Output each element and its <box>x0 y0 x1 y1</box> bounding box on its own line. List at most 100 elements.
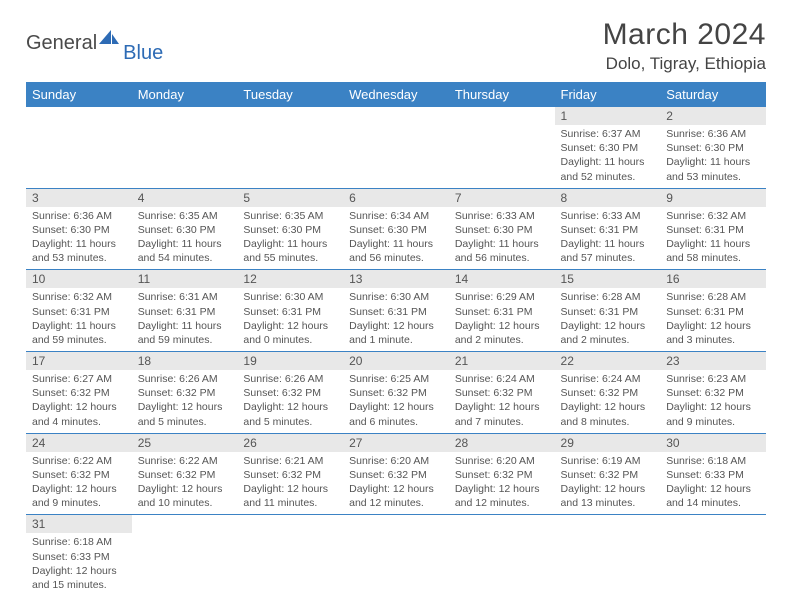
day-details: Sunrise: 6:33 AMSunset: 6:30 PMDaylight:… <box>449 207 555 270</box>
day-header: Tuesday <box>237 82 343 107</box>
calendar-cell <box>555 515 661 596</box>
day-details: Sunrise: 6:26 AMSunset: 6:32 PMDaylight:… <box>132 370 238 433</box>
calendar-cell <box>343 515 449 596</box>
day-number: 28 <box>449 434 555 452</box>
calendar-cell: 26Sunrise: 6:21 AMSunset: 6:32 PMDayligh… <box>237 433 343 515</box>
calendar-cell <box>449 107 555 188</box>
calendar-cell: 19Sunrise: 6:26 AMSunset: 6:32 PMDayligh… <box>237 352 343 434</box>
day-details: Sunrise: 6:34 AMSunset: 6:30 PMDaylight:… <box>343 207 449 270</box>
day-number: 6 <box>343 189 449 207</box>
calendar-cell: 3Sunrise: 6:36 AMSunset: 6:30 PMDaylight… <box>26 188 132 270</box>
logo-text-general: General <box>26 32 97 55</box>
day-number: 27 <box>343 434 449 452</box>
calendar-cell: 2Sunrise: 6:36 AMSunset: 6:30 PMDaylight… <box>660 107 766 188</box>
day-of-week-row: SundayMondayTuesdayWednesdayThursdayFrid… <box>26 82 766 107</box>
day-details: Sunrise: 6:36 AMSunset: 6:30 PMDaylight:… <box>660 125 766 188</box>
day-number: 13 <box>343 270 449 288</box>
day-number: 26 <box>237 434 343 452</box>
day-details: Sunrise: 6:31 AMSunset: 6:31 PMDaylight:… <box>132 288 238 351</box>
sail-icon <box>97 28 121 51</box>
calendar-cell: 10Sunrise: 6:32 AMSunset: 6:31 PMDayligh… <box>26 270 132 352</box>
day-number: 5 <box>237 189 343 207</box>
calendar-week-row: 3Sunrise: 6:36 AMSunset: 6:30 PMDaylight… <box>26 188 766 270</box>
calendar-cell: 6Sunrise: 6:34 AMSunset: 6:30 PMDaylight… <box>343 188 449 270</box>
day-details: Sunrise: 6:30 AMSunset: 6:31 PMDaylight:… <box>237 288 343 351</box>
header: General Blue March 2024 Dolo, Tigray, Et… <box>26 18 766 74</box>
day-details: Sunrise: 6:18 AMSunset: 6:33 PMDaylight:… <box>660 452 766 515</box>
day-details: Sunrise: 6:36 AMSunset: 6:30 PMDaylight:… <box>26 207 132 270</box>
day-number: 20 <box>343 352 449 370</box>
calendar-cell: 12Sunrise: 6:30 AMSunset: 6:31 PMDayligh… <box>237 270 343 352</box>
day-details: Sunrise: 6:21 AMSunset: 6:32 PMDaylight:… <box>237 452 343 515</box>
day-details: Sunrise: 6:22 AMSunset: 6:32 PMDaylight:… <box>132 452 238 515</box>
day-number: 4 <box>132 189 238 207</box>
day-details: Sunrise: 6:24 AMSunset: 6:32 PMDaylight:… <box>449 370 555 433</box>
day-details: Sunrise: 6:32 AMSunset: 6:31 PMDaylight:… <box>26 288 132 351</box>
day-number: 10 <box>26 270 132 288</box>
day-header: Wednesday <box>343 82 449 107</box>
day-number: 15 <box>555 270 661 288</box>
day-number: 9 <box>660 189 766 207</box>
calendar-cell: 16Sunrise: 6:28 AMSunset: 6:31 PMDayligh… <box>660 270 766 352</box>
day-number: 22 <box>555 352 661 370</box>
day-number: 3 <box>26 189 132 207</box>
day-details: Sunrise: 6:23 AMSunset: 6:32 PMDaylight:… <box>660 370 766 433</box>
calendar-cell <box>660 515 766 596</box>
calendar-cell: 22Sunrise: 6:24 AMSunset: 6:32 PMDayligh… <box>555 352 661 434</box>
day-number: 23 <box>660 352 766 370</box>
calendar-cell: 24Sunrise: 6:22 AMSunset: 6:32 PMDayligh… <box>26 433 132 515</box>
day-number: 30 <box>660 434 766 452</box>
calendar-cell: 20Sunrise: 6:25 AMSunset: 6:32 PMDayligh… <box>343 352 449 434</box>
day-number: 11 <box>132 270 238 288</box>
day-details: Sunrise: 6:25 AMSunset: 6:32 PMDaylight:… <box>343 370 449 433</box>
calendar-cell: 28Sunrise: 6:20 AMSunset: 6:32 PMDayligh… <box>449 433 555 515</box>
day-number: 24 <box>26 434 132 452</box>
calendar-week-row: 17Sunrise: 6:27 AMSunset: 6:32 PMDayligh… <box>26 352 766 434</box>
day-header: Saturday <box>660 82 766 107</box>
day-header: Thursday <box>449 82 555 107</box>
calendar-cell <box>237 107 343 188</box>
day-details: Sunrise: 6:33 AMSunset: 6:31 PMDaylight:… <box>555 207 661 270</box>
calendar-cell <box>449 515 555 596</box>
day-number: 31 <box>26 515 132 533</box>
day-number: 14 <box>449 270 555 288</box>
day-number: 12 <box>237 270 343 288</box>
calendar-week-row: 24Sunrise: 6:22 AMSunset: 6:32 PMDayligh… <box>26 433 766 515</box>
calendar-week-row: 10Sunrise: 6:32 AMSunset: 6:31 PMDayligh… <box>26 270 766 352</box>
calendar-cell: 18Sunrise: 6:26 AMSunset: 6:32 PMDayligh… <box>132 352 238 434</box>
calendar-cell: 9Sunrise: 6:32 AMSunset: 6:31 PMDaylight… <box>660 188 766 270</box>
day-details: Sunrise: 6:18 AMSunset: 6:33 PMDaylight:… <box>26 533 132 596</box>
day-details: Sunrise: 6:35 AMSunset: 6:30 PMDaylight:… <box>132 207 238 270</box>
calendar-cell: 15Sunrise: 6:28 AMSunset: 6:31 PMDayligh… <box>555 270 661 352</box>
day-number: 29 <box>555 434 661 452</box>
calendar-table: SundayMondayTuesdayWednesdayThursdayFrid… <box>26 82 766 596</box>
calendar-body: 1Sunrise: 6:37 AMSunset: 6:30 PMDaylight… <box>26 107 766 596</box>
calendar-cell <box>132 515 238 596</box>
calendar-cell: 30Sunrise: 6:18 AMSunset: 6:33 PMDayligh… <box>660 433 766 515</box>
calendar-cell: 27Sunrise: 6:20 AMSunset: 6:32 PMDayligh… <box>343 433 449 515</box>
calendar-cell: 11Sunrise: 6:31 AMSunset: 6:31 PMDayligh… <box>132 270 238 352</box>
day-number: 16 <box>660 270 766 288</box>
day-details: Sunrise: 6:32 AMSunset: 6:31 PMDaylight:… <box>660 207 766 270</box>
calendar-cell <box>132 107 238 188</box>
calendar-cell: 13Sunrise: 6:30 AMSunset: 6:31 PMDayligh… <box>343 270 449 352</box>
day-details: Sunrise: 6:35 AMSunset: 6:30 PMDaylight:… <box>237 207 343 270</box>
day-details: Sunrise: 6:30 AMSunset: 6:31 PMDaylight:… <box>343 288 449 351</box>
day-header: Monday <box>132 82 238 107</box>
calendar-week-row: 1Sunrise: 6:37 AMSunset: 6:30 PMDaylight… <box>26 107 766 188</box>
day-details: Sunrise: 6:28 AMSunset: 6:31 PMDaylight:… <box>555 288 661 351</box>
day-details: Sunrise: 6:19 AMSunset: 6:32 PMDaylight:… <box>555 452 661 515</box>
day-number: 21 <box>449 352 555 370</box>
calendar-cell: 8Sunrise: 6:33 AMSunset: 6:31 PMDaylight… <box>555 188 661 270</box>
title-block: March 2024 Dolo, Tigray, Ethiopia <box>603 18 766 74</box>
day-details: Sunrise: 6:29 AMSunset: 6:31 PMDaylight:… <box>449 288 555 351</box>
day-number: 17 <box>26 352 132 370</box>
calendar-cell: 23Sunrise: 6:23 AMSunset: 6:32 PMDayligh… <box>660 352 766 434</box>
calendar-cell: 17Sunrise: 6:27 AMSunset: 6:32 PMDayligh… <box>26 352 132 434</box>
day-details: Sunrise: 6:37 AMSunset: 6:30 PMDaylight:… <box>555 125 661 188</box>
calendar-cell: 14Sunrise: 6:29 AMSunset: 6:31 PMDayligh… <box>449 270 555 352</box>
location: Dolo, Tigray, Ethiopia <box>603 54 766 74</box>
logo-text-blue: Blue <box>123 42 163 65</box>
calendar-week-row: 31Sunrise: 6:18 AMSunset: 6:33 PMDayligh… <box>26 515 766 596</box>
day-header: Friday <box>555 82 661 107</box>
